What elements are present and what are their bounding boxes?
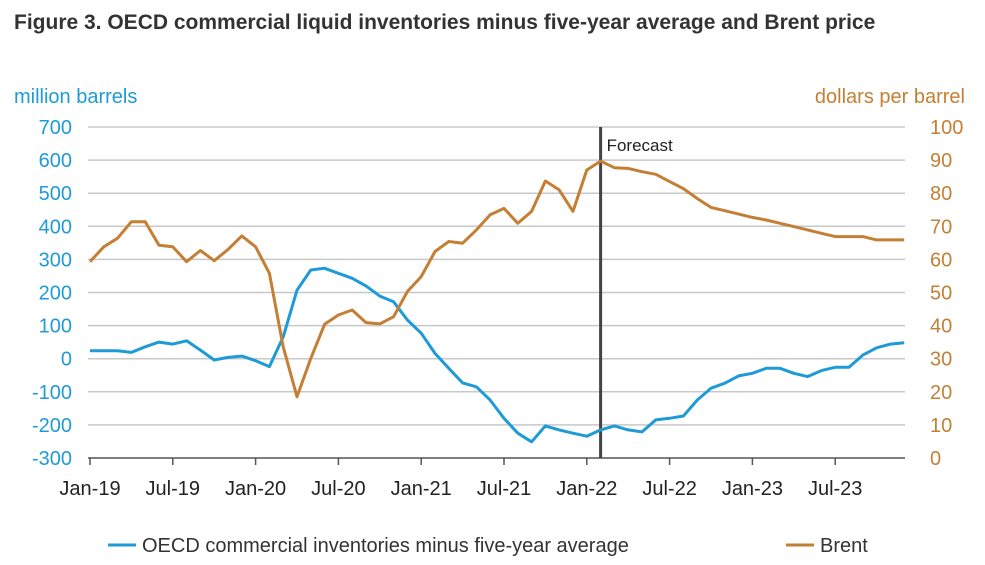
legend-label-brent: Brent [820,535,868,557]
x-tick-label: Jan-19 [59,478,120,500]
inventory-series-line [90,266,905,444]
right-tick-label: 50 [930,283,952,305]
left-tick-label: 400 [39,216,72,238]
left-tick-label: 200 [39,283,72,305]
x-tick-label: Jul-20 [311,478,365,500]
chart-title: Figure 3. OECD commercial liquid invento… [14,11,876,34]
right-tick-label: 30 [930,349,952,371]
x-tick-label: Jan-21 [391,478,452,500]
x-tick-label: Jan-20 [225,478,286,500]
x-tick-label: Jul-19 [146,478,200,500]
right-tick-label: 90 [930,150,952,172]
left-tick-label: -200 [32,415,72,437]
brent-series-line [88,159,905,399]
x-tick-label: Jul-23 [808,478,862,500]
left-tick-label: -300 [32,448,72,470]
right-tick-label: 10 [930,415,952,437]
x-tick-label: Jan-23 [722,478,783,500]
x-tick-label: Jan-22 [556,478,617,500]
legend-label-inventories: OECD commercial inventories minus five-y… [142,535,629,557]
right-axis-label: dollars per barrel [814,86,965,108]
left-tick-label: 500 [39,183,72,205]
left-tick-label: 600 [39,150,72,172]
right-tick-label: 20 [930,382,952,404]
forecast-label: Forecast [607,136,673,155]
right-tick-label: 60 [930,249,952,271]
right-tick-label: 40 [930,316,952,338]
right-tick-label: 80 [930,183,952,205]
left-tick-label: 300 [39,249,72,271]
left-tick-label: 700 [39,117,72,139]
right-tick-label: 0 [930,448,941,470]
x-tick-label: Jul-21 [477,478,531,500]
right-tick-label: 70 [930,216,952,238]
left-tick-label: -100 [32,382,72,404]
left-tick-label: 0 [61,349,72,371]
left-axis-label: million barrels [14,86,138,108]
left-tick-label: 100 [39,316,72,338]
right-tick-label: 100 [930,117,963,139]
x-tick-label: Jul-22 [642,478,696,500]
